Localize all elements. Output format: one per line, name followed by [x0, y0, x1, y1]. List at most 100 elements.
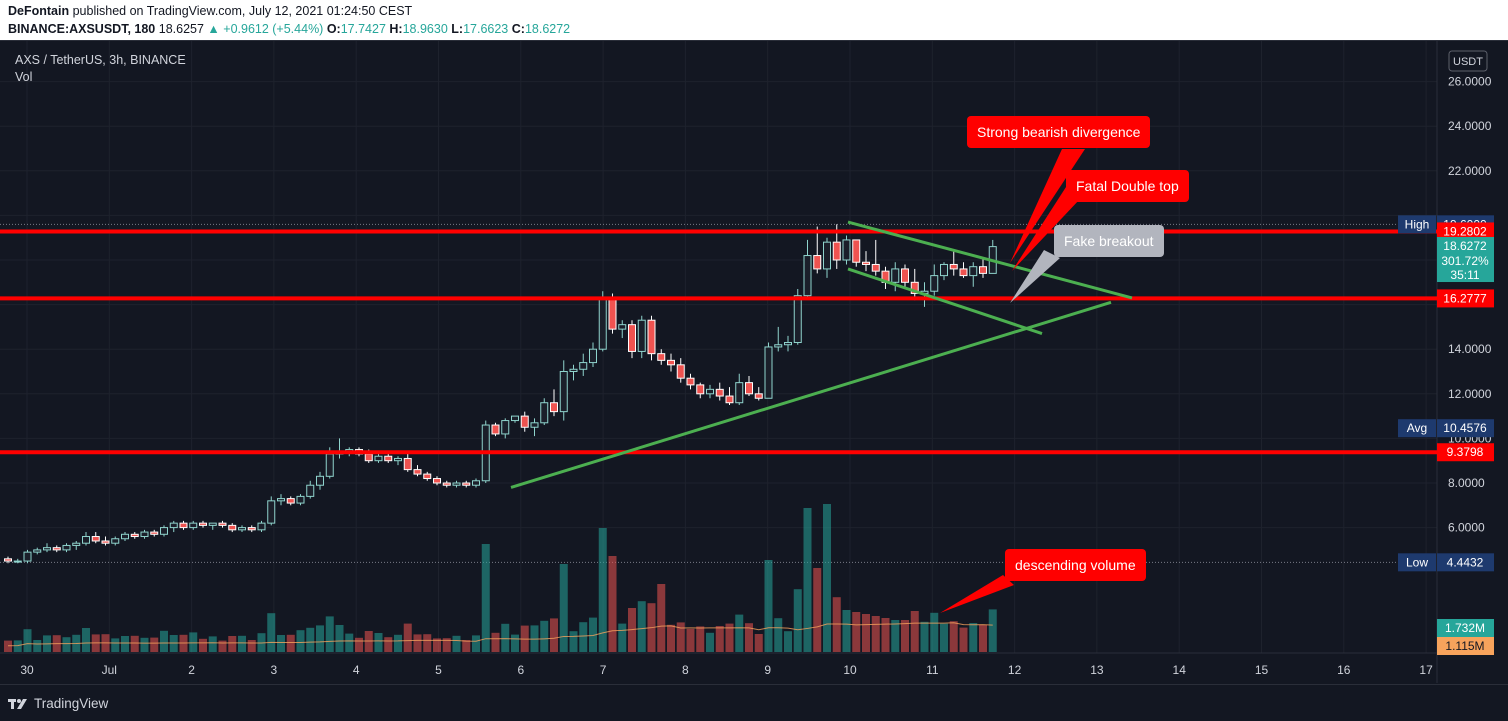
volume-bar [325, 616, 334, 652]
volume-title[interactable]: Vol [15, 70, 33, 84]
high-label: H: [389, 22, 403, 36]
x-tick-label: 9 [764, 663, 771, 677]
callout-pointer [1010, 250, 1060, 303]
low-price-label [1437, 553, 1494, 572]
volume-bar [335, 625, 344, 652]
volume-bar [959, 627, 968, 652]
volume-bar [871, 616, 880, 652]
volume-bar [803, 508, 812, 652]
volume-bar [637, 601, 646, 652]
y-tick-label: 14.0000 [1448, 342, 1492, 356]
price-tag-chip [1398, 215, 1436, 234]
price-label-text: 9.3798 [1447, 445, 1484, 459]
volume-bar [881, 618, 890, 652]
volume-bar [306, 627, 315, 652]
y-tick-label: 24.0000 [1448, 119, 1492, 133]
symbol-label: BINANCE:AXSUSDT, 180 [8, 22, 156, 36]
callout-bearish-divergence: Strong bearish divergence [967, 116, 1151, 148]
volume-bar [442, 638, 451, 652]
candle-body [13, 560, 22, 563]
volume-bar [374, 633, 383, 652]
candle-body [550, 402, 558, 413]
candle-body [501, 420, 510, 435]
volume-bar [774, 618, 783, 652]
volume-bar [384, 637, 393, 652]
volume-bar [852, 612, 861, 652]
close-value: 18.6272 [524, 22, 571, 36]
tradingview-brand[interactable]: TradingView [8, 696, 108, 711]
high-value: 18.9630 [402, 22, 448, 36]
candle-body [23, 551, 32, 562]
candle-body [745, 382, 753, 395]
volume-bar [988, 609, 997, 652]
ohlc-line: BINANCE:AXSUSDT, 180 18.6257 ▲ +0.9612 (… [8, 22, 570, 36]
chart-area[interactable]: 28.000026.000024.000022.000014.000012.00… [0, 40, 1508, 683]
volume-bar [345, 633, 354, 652]
candle-body [520, 415, 529, 428]
publish-header: DeFontain published on TradingView.com, … [0, 0, 1508, 40]
price-tag-text: Avg [1407, 421, 1427, 435]
volume-bar [433, 638, 441, 652]
candle-body [530, 422, 539, 428]
open-label: O: [326, 22, 341, 36]
volume-bar [910, 611, 919, 652]
price-tag-chip [1398, 553, 1436, 572]
volume-bar [667, 624, 675, 652]
candle-body [189, 522, 198, 529]
volume-bar [784, 631, 792, 652]
volume-bar [403, 623, 412, 652]
volume-bar [715, 626, 724, 652]
candle-body [871, 263, 880, 272]
volume-bar [559, 564, 568, 652]
volume-bar [4, 640, 12, 652]
author-name[interactable]: DeFontain [8, 4, 70, 18]
price-chart[interactable]: 28.000026.000024.000022.000014.000012.00… [0, 41, 1508, 683]
candle-body [384, 455, 393, 462]
pair-title[interactable]: AXS / TetherUS, 3h, BINANCE [15, 53, 186, 67]
candle-body [91, 536, 100, 542]
volume-bar [13, 640, 22, 652]
candle-body [823, 241, 831, 270]
volume-bar [111, 638, 120, 652]
volume-bar [862, 614, 870, 652]
candle-body [862, 261, 870, 265]
candle-body [62, 544, 71, 551]
volume-bar [238, 635, 246, 652]
price-label-text: 10.4576 [1443, 421, 1487, 435]
trendline[interactable] [510, 300, 1112, 489]
volume-bar [511, 634, 519, 652]
candle-body [618, 324, 627, 330]
volume-bar [355, 637, 363, 652]
candle-body [676, 364, 685, 379]
price-label-text: 19.2802 [1443, 224, 1487, 238]
footer-bar [0, 684, 1508, 721]
y-tick-label: 28.0000 [1448, 41, 1492, 44]
volume-bar [608, 556, 617, 652]
candle-body [306, 484, 315, 497]
candle-body [813, 255, 822, 270]
trendline[interactable] [847, 220, 1133, 300]
candle-body [686, 377, 695, 386]
candle-body [238, 527, 246, 531]
candle-body [979, 266, 987, 274]
volume-bar [735, 614, 744, 652]
candle-body [589, 348, 597, 364]
chart-legend: AXS / TetherUS, 3h, BINANCE Vol [15, 52, 186, 86]
trendline[interactable] [847, 267, 1043, 336]
last-change-text: 301.72% [1441, 254, 1489, 268]
candle-body [72, 542, 81, 546]
candle-body [608, 297, 617, 330]
last-price-text: 18.6272 [1443, 239, 1487, 253]
candle-body [940, 263, 948, 277]
price-label-text: 4.4432 [1447, 555, 1484, 569]
volume-bar [725, 623, 734, 652]
volume-bar [550, 618, 558, 652]
x-tick-label: 2 [188, 663, 195, 677]
candle-body [169, 522, 178, 529]
currency-badge[interactable] [1448, 50, 1488, 72]
callout-double-top: Fatal Double top [1066, 170, 1189, 202]
candle-body [150, 531, 159, 535]
volume-bar [696, 626, 705, 652]
volume-bar [949, 621, 958, 652]
x-tick-label: 11 [926, 663, 939, 677]
